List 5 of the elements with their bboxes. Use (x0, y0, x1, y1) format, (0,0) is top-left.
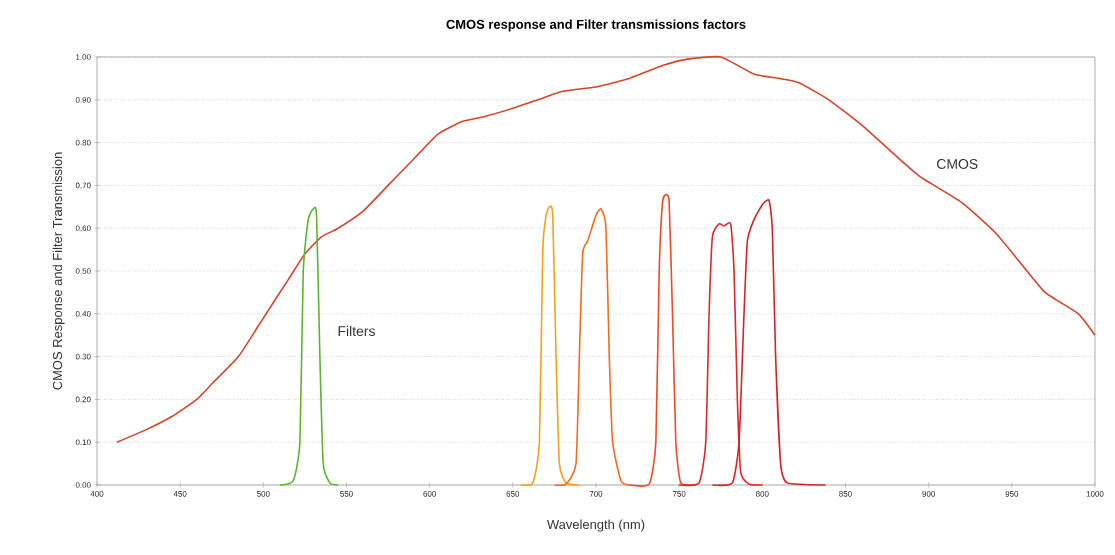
y-axis-title: CMOS Response and Filter Transmission (52, 152, 65, 390)
chart-title: CMOS response and Filter transmissions factors (446, 19, 746, 32)
x-axis-title: Wavelength (nm) (546, 519, 645, 532)
annotation: CMOS (937, 159, 978, 169)
annotation: Filters (338, 325, 375, 337)
